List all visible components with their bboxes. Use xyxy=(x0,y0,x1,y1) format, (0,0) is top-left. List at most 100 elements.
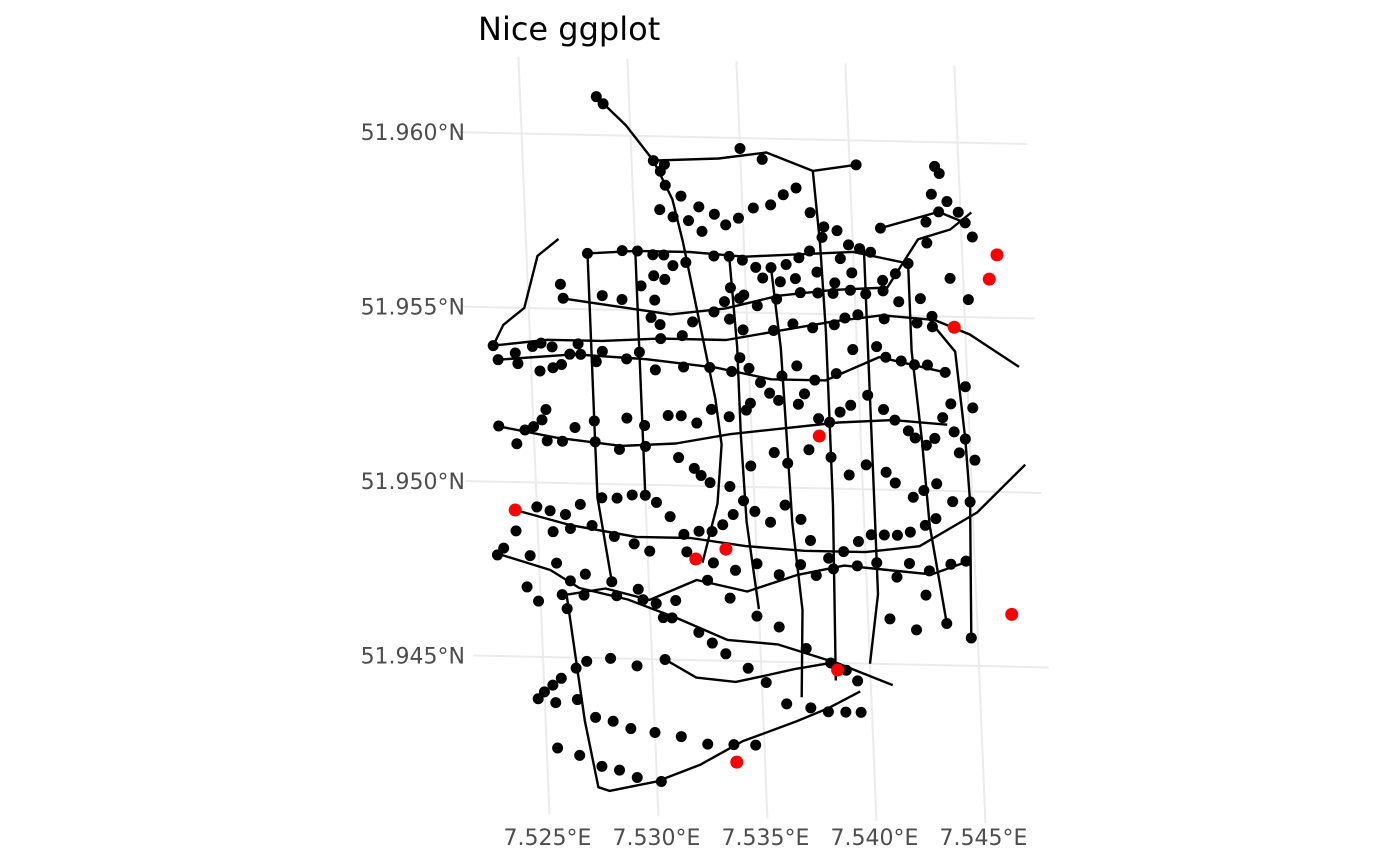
network-node xyxy=(676,330,688,342)
network-node xyxy=(611,590,623,602)
network-node xyxy=(707,557,719,569)
network-node xyxy=(852,309,864,321)
network-node xyxy=(921,237,933,249)
network-node xyxy=(556,358,568,370)
network-node xyxy=(659,273,671,285)
network-node xyxy=(724,592,736,604)
network-node xyxy=(952,206,964,218)
network-edge xyxy=(492,237,560,347)
network-edge xyxy=(595,95,723,563)
network-node xyxy=(824,416,836,428)
network-node xyxy=(747,202,759,214)
network-node xyxy=(631,660,643,672)
network-node xyxy=(682,215,694,227)
network-node xyxy=(889,477,901,489)
network-node xyxy=(526,340,538,352)
network-node xyxy=(902,425,914,437)
network-node xyxy=(854,243,866,255)
network-node xyxy=(639,489,651,501)
network-edge xyxy=(493,314,1020,368)
network-node xyxy=(631,245,643,257)
network-node xyxy=(729,564,741,576)
network-node xyxy=(933,168,945,180)
network-node xyxy=(966,231,978,243)
network-node xyxy=(959,433,971,445)
network-node xyxy=(614,764,626,776)
grid-line-y-2 xyxy=(466,480,1042,494)
grid-line-y-1 xyxy=(458,305,1035,320)
network-node xyxy=(664,511,676,523)
network-node xyxy=(740,404,752,416)
network-node xyxy=(536,414,548,426)
network-node xyxy=(688,462,700,474)
network-node xyxy=(923,565,935,577)
network-node xyxy=(780,258,792,270)
network-node xyxy=(498,542,510,554)
network-node xyxy=(969,454,981,466)
network-node xyxy=(547,526,559,538)
network-node xyxy=(773,394,785,406)
network-node xyxy=(613,443,625,455)
network-node xyxy=(751,558,763,570)
network-node xyxy=(510,525,522,537)
network-node xyxy=(708,306,720,318)
network-node xyxy=(734,352,746,364)
network-node xyxy=(556,435,568,447)
network-node xyxy=(597,98,609,110)
network-node xyxy=(704,362,716,374)
network-node xyxy=(616,293,628,305)
y-tick-label: 51.960°N xyxy=(361,121,465,146)
network-node xyxy=(895,355,907,367)
network-node xyxy=(743,362,755,374)
network-node xyxy=(939,366,951,378)
network-node xyxy=(532,693,544,705)
network-node xyxy=(768,447,780,459)
network-node xyxy=(607,715,619,727)
network-node xyxy=(673,452,685,464)
network-node xyxy=(693,626,705,638)
network-node xyxy=(750,261,762,273)
network-node xyxy=(813,413,825,425)
network-node xyxy=(647,249,659,261)
network-node xyxy=(650,496,662,508)
network-node xyxy=(717,519,729,531)
network-node xyxy=(588,415,600,427)
network-node xyxy=(702,574,714,586)
network-node xyxy=(575,348,587,360)
network-node xyxy=(918,485,930,497)
network-node xyxy=(891,571,903,583)
network-node xyxy=(579,568,591,580)
network-node xyxy=(687,316,699,328)
network-node xyxy=(878,403,890,415)
network-node xyxy=(723,250,735,262)
network-node xyxy=(551,557,563,569)
network-node xyxy=(827,287,839,299)
network-node xyxy=(662,409,674,421)
network-node xyxy=(544,505,556,517)
network-node xyxy=(774,276,786,288)
network-node xyxy=(693,201,705,213)
highlight-point xyxy=(831,663,845,677)
highlight-point xyxy=(508,503,522,517)
network-node xyxy=(920,216,932,228)
network-node xyxy=(874,222,886,234)
network-node xyxy=(569,422,581,434)
network-node xyxy=(871,557,883,569)
network-node xyxy=(965,632,977,644)
network-node xyxy=(745,460,757,472)
x-tick-label: 7.525°E xyxy=(503,826,591,851)
network-node xyxy=(655,775,667,787)
network-node xyxy=(702,738,714,750)
highlight-point xyxy=(1005,607,1019,621)
network-node xyxy=(547,679,559,691)
network-node xyxy=(823,552,835,564)
network-edge xyxy=(565,594,861,793)
network-node xyxy=(751,300,763,312)
network-node xyxy=(919,519,931,531)
network-node xyxy=(649,364,661,376)
network-node xyxy=(681,546,693,558)
network-node xyxy=(659,654,671,666)
network-node xyxy=(930,513,942,525)
network-node xyxy=(734,142,746,154)
network-node xyxy=(855,706,867,718)
